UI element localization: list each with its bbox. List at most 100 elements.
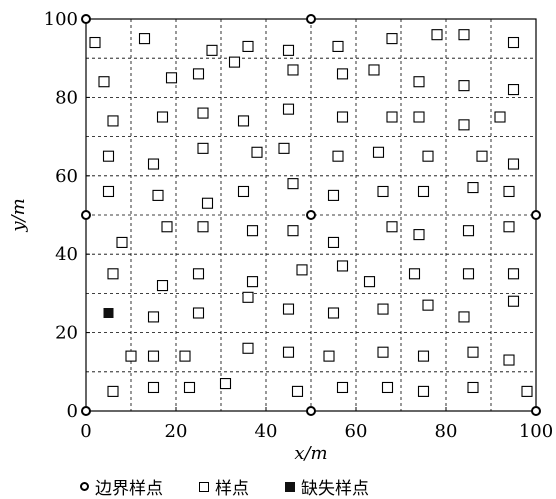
sample-point <box>422 150 434 162</box>
sample-point <box>287 178 299 190</box>
boundary-sample-point <box>531 406 541 416</box>
sample-point <box>521 385 533 397</box>
axis-ticks: 0 20 40 60 80 100 0 20 40 60 80 100 <box>44 9 554 442</box>
sample-point <box>372 146 385 158</box>
sample-point <box>386 33 398 45</box>
sample-point <box>377 346 389 358</box>
sample-point <box>381 381 394 394</box>
sample-point <box>422 299 434 311</box>
y-axis-label: y/m <box>8 198 29 232</box>
sample-point <box>462 268 475 280</box>
sample-point <box>377 303 389 315</box>
sample-point <box>431 29 443 41</box>
sample-point <box>242 291 254 303</box>
missing-sample-point <box>103 308 114 318</box>
sample-point <box>147 350 160 362</box>
legend-item-missing: 缺失样点 <box>285 474 369 499</box>
boundary-sample-point <box>81 14 91 24</box>
sample-point <box>507 268 520 280</box>
sample-point <box>494 111 506 123</box>
sample-point <box>296 264 308 276</box>
legend-label-boundary: 边界样点 <box>95 479 163 499</box>
sample-point <box>458 119 470 131</box>
sample-point <box>458 311 470 323</box>
sample-point <box>102 150 115 162</box>
sample-point <box>165 72 178 84</box>
sample-point <box>413 111 425 123</box>
sample-point <box>282 103 295 115</box>
sample-point <box>192 307 205 319</box>
sample-point <box>116 236 128 248</box>
data-points <box>81 14 541 416</box>
sample-point <box>183 381 196 394</box>
legend-label-missing: 缺失样点 <box>301 479 369 499</box>
sample-point <box>147 311 160 323</box>
x-tick-label: 100 <box>519 421 553 442</box>
x-tick-label: 40 <box>255 421 278 442</box>
sample-point <box>89 36 101 49</box>
sample-point <box>413 229 425 241</box>
legend: 边界样点 样点 缺失样点 <box>80 474 369 499</box>
boundary-sample-point <box>306 210 316 220</box>
sample-point <box>242 342 254 354</box>
sample-point <box>282 346 295 358</box>
sample-point <box>458 80 470 92</box>
sample-point <box>242 40 254 52</box>
sample-point <box>368 64 380 76</box>
sample-point <box>503 354 515 366</box>
sample-point <box>278 142 290 154</box>
y-tick-label: 80 <box>55 87 78 108</box>
x-tick-label: 0 <box>80 421 91 442</box>
sample-point <box>462 225 475 237</box>
sample-point <box>219 378 232 390</box>
sample-point <box>125 350 137 362</box>
sample-point <box>503 185 515 198</box>
sample-point <box>467 346 479 358</box>
sample-point <box>417 385 430 397</box>
x-tick-label: 60 <box>345 421 368 442</box>
boundary-sample-point <box>306 406 316 416</box>
sample-point <box>386 111 398 123</box>
boundary-sample-point <box>81 210 91 220</box>
sample-point <box>507 295 520 307</box>
scatter-chart: 0 20 40 60 80 100 0 20 40 60 80 100 x/m y/m <box>8 9 554 464</box>
open-square-icon <box>199 481 209 492</box>
sample-point <box>332 150 344 162</box>
boundary-sample-point <box>306 14 316 24</box>
sample-point <box>246 276 259 288</box>
sample-point <box>417 185 430 198</box>
sample-point <box>507 36 520 49</box>
legend-item-sample: 样点 <box>199 474 249 499</box>
sample-point <box>507 158 520 170</box>
sample-point <box>327 236 340 248</box>
sample-point <box>323 350 335 362</box>
filled-square-icon <box>285 481 295 492</box>
sample-point <box>287 225 299 237</box>
x-tick-label: 20 <box>165 421 188 442</box>
sample-point <box>152 189 164 201</box>
sample-point <box>467 182 479 194</box>
sample-point <box>147 158 160 170</box>
sample-point <box>107 268 119 280</box>
sample-point <box>336 381 349 394</box>
sample-point <box>336 260 349 272</box>
sample-point <box>336 111 349 123</box>
sample-point <box>206 44 218 56</box>
sample-point <box>251 146 263 158</box>
sample-point <box>413 76 425 88</box>
boundary-sample-point <box>531 210 541 220</box>
x-tick-label: 80 <box>435 421 458 442</box>
y-tick-label: 40 <box>55 244 78 265</box>
sample-point <box>503 221 515 233</box>
sample-point <box>161 221 173 233</box>
sample-point <box>327 189 340 201</box>
boundary-sample-point <box>81 406 91 416</box>
sample-point <box>156 280 169 292</box>
sample-point <box>408 268 421 280</box>
x-axis-label: x/m <box>294 443 327 464</box>
sample-point <box>237 115 250 127</box>
sample-point <box>192 68 205 80</box>
sample-point <box>246 225 259 237</box>
sample-point <box>156 111 169 123</box>
sample-point <box>282 44 295 56</box>
